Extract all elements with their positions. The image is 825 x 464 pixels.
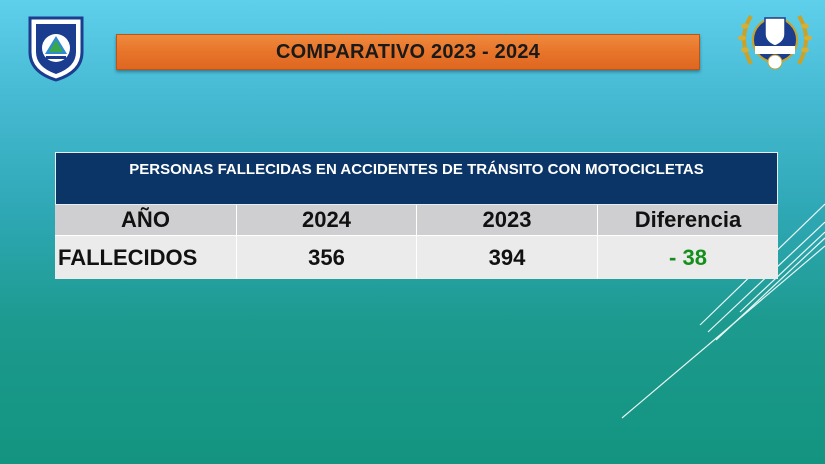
table-header-row: AÑO 2024 2023 Diferencia (55, 205, 778, 235)
table-row: FALLECIDOS 356 394 - 38 (55, 235, 778, 279)
value-2023: 394 (417, 235, 598, 279)
title-banner: COMPARATIVO 2023 - 2024 (116, 34, 700, 70)
table-title: PERSONAS FALLECIDAS EN ACCIDENTES DE TRÁ… (129, 161, 704, 178)
anniversary-logo (733, 8, 817, 78)
table-title-row: PERSONAS FALLECIDAS EN ACCIDENTES DE TRÁ… (55, 152, 778, 205)
comparison-table: PERSONAS FALLECIDAS EN ACCIDENTES DE TRÁ… (55, 152, 778, 279)
police-logo (26, 12, 86, 82)
value-2024: 356 (237, 235, 417, 279)
column-header-year: AÑO (55, 205, 237, 235)
value-difference: - 38 (598, 235, 778, 279)
row-label-fallecidos: FALLECIDOS (55, 235, 237, 279)
column-header-2023: 2023 (417, 205, 598, 235)
column-header-difference: Diferencia (598, 205, 778, 235)
page-title: COMPARATIVO 2023 - 2024 (276, 40, 540, 63)
column-header-2024: 2024 (237, 205, 417, 235)
